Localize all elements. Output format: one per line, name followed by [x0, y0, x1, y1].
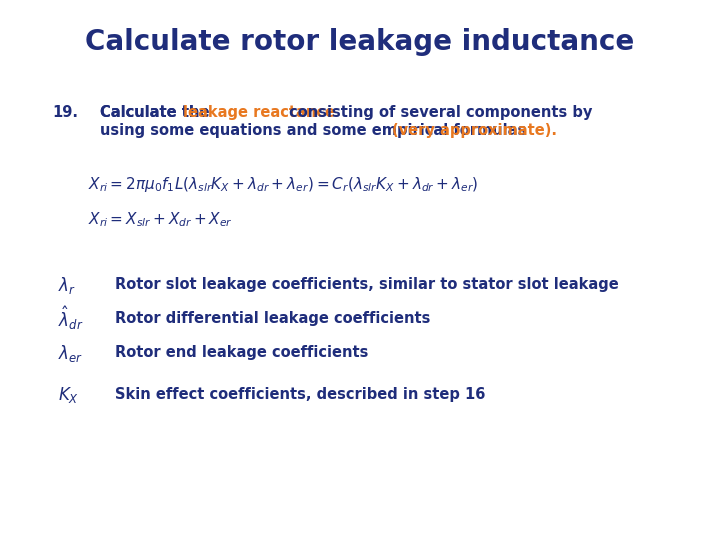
Text: Calculate rotor leakage inductance: Calculate rotor leakage inductance	[86, 28, 634, 56]
Text: Rotor differential leakage coefficients: Rotor differential leakage coefficients	[115, 310, 431, 326]
Text: (very approximate).: (very approximate).	[392, 123, 557, 138]
Text: consisting of several components by: consisting of several components by	[284, 105, 593, 120]
Text: leakage reactance: leakage reactance	[184, 105, 336, 120]
Text: Rotor slot leakage coefficients, similar to stator slot leakage: Rotor slot leakage coefficients, similar…	[115, 278, 618, 293]
Text: $\lambda_{er}$: $\lambda_{er}$	[58, 342, 83, 363]
Text: using some equations and some empirical formulas: using some equations and some empirical …	[100, 123, 531, 138]
Text: $X_{ri} = X_{slr} + X_{dr} + X_{er}$: $X_{ri} = X_{slr} + X_{dr} + X_{er}$	[88, 210, 233, 229]
Text: Calculate the ​leakage reactance consisting of several components by: Calculate the ​leakage reactance consist…	[100, 105, 675, 120]
Text: Calculate the: Calculate the	[100, 105, 215, 120]
Text: $K_X$: $K_X$	[58, 385, 79, 405]
Text: $X_{ri} = 2\pi\mu_0 f_1 L(\lambda_{slr} K_X + \lambda_{dr} + \lambda_{er}) = C_r: $X_{ri} = 2\pi\mu_0 f_1 L(\lambda_{slr} …	[88, 175, 479, 194]
Text: Skin effect coefficients, described in step 16: Skin effect coefficients, described in s…	[115, 388, 485, 402]
Text: Calculate the: Calculate the	[100, 105, 215, 120]
Text: 19.: 19.	[52, 105, 78, 120]
Text: Rotor end leakage coefficients: Rotor end leakage coefficients	[115, 346, 369, 361]
Text: $\lambda_r$: $\lambda_r$	[58, 274, 76, 295]
Text: $\hat{\lambda}_{dr}$: $\hat{\lambda}_{dr}$	[58, 304, 84, 332]
